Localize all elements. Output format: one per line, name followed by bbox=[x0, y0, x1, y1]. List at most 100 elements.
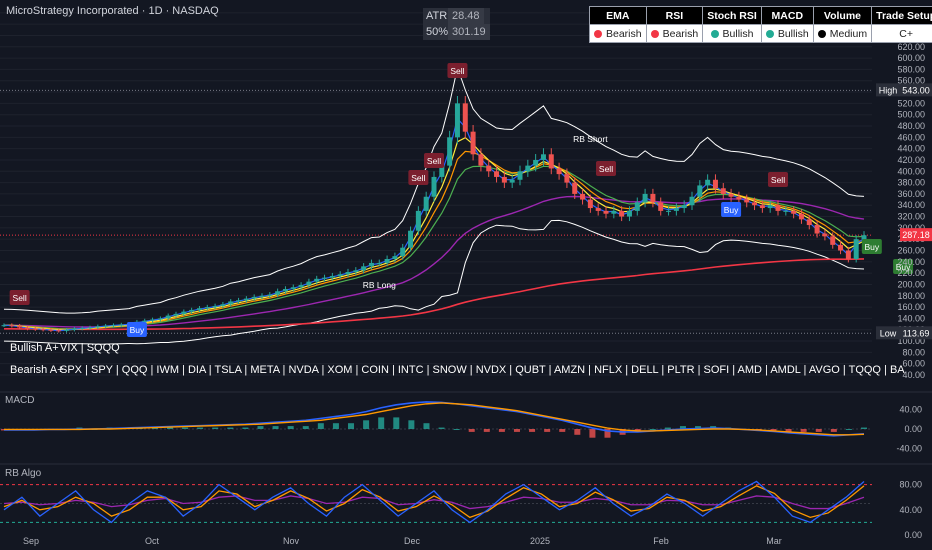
price-tick-label: 100.00 bbox=[897, 336, 925, 346]
candle-body bbox=[400, 247, 406, 257]
macd-histogram-bar bbox=[800, 429, 807, 432]
candle-body bbox=[478, 154, 484, 166]
candle-body bbox=[689, 196, 695, 206]
rb-tick-label: 0.00 bbox=[904, 530, 922, 540]
candle-body bbox=[517, 171, 523, 180]
atr-box: ATR 28.48 50% 301.19 bbox=[423, 8, 490, 40]
low-badge-value: 113.69 bbox=[903, 328, 930, 338]
candle-body bbox=[87, 327, 93, 329]
macd-signal-line bbox=[4, 402, 865, 436]
ema-mid-line bbox=[3, 150, 865, 331]
price-tick-label: 620.00 bbox=[897, 42, 925, 52]
macd-histogram-bar bbox=[649, 429, 656, 430]
candle-body bbox=[345, 272, 351, 275]
macd-panel: 40.00 0.00 -40.00 bbox=[0, 391, 932, 453]
sell-marker-bg bbox=[9, 290, 30, 305]
macd-histogram-bar bbox=[453, 429, 460, 430]
macd-histogram-bar bbox=[212, 427, 219, 429]
candle-body bbox=[189, 309, 195, 312]
macd-histogram-bar bbox=[498, 429, 505, 432]
candle-body bbox=[368, 262, 374, 267]
candle-body bbox=[408, 230, 414, 248]
candle-body bbox=[611, 210, 617, 214]
candle-body bbox=[118, 324, 124, 326]
signal-table: EMA RSI Stoch RSI MACD Volume Trade Setup Bea… bbox=[589, 6, 932, 43]
macd-label: MACD bbox=[5, 395, 35, 406]
candle-body bbox=[447, 137, 453, 166]
candle-body bbox=[181, 311, 187, 314]
macd-histogram-bar bbox=[785, 429, 792, 432]
macd-tick-label: 0.00 bbox=[904, 424, 922, 434]
price-tick-label: 300.00 bbox=[897, 223, 925, 233]
sell-marker: Sell bbox=[596, 161, 616, 176]
low-badge-bg bbox=[900, 326, 932, 340]
candle-body bbox=[173, 313, 179, 316]
sell-marker-bg bbox=[447, 63, 468, 78]
candle-body bbox=[658, 202, 664, 211]
rb-tick-label: 40.00 bbox=[899, 505, 922, 515]
price-tick-label: 360.00 bbox=[897, 189, 925, 199]
candle-body bbox=[103, 325, 109, 327]
macd-histogram-bar bbox=[332, 423, 339, 429]
candle-body bbox=[384, 258, 390, 263]
candle-body bbox=[17, 325, 23, 328]
macd-histogram-bar bbox=[317, 423, 324, 429]
price-tick-label: 40.00 bbox=[902, 370, 925, 380]
chart-title: MicroStrategy Incorporated · 1D · NASDAQ bbox=[6, 5, 219, 17]
sell-marker-text: Sell bbox=[427, 156, 441, 166]
candle-body bbox=[759, 205, 765, 209]
price-tick-label: 340.00 bbox=[897, 200, 925, 210]
upper-band bbox=[3, 65, 865, 314]
candle-body bbox=[775, 205, 781, 211]
macd-histogram-bar bbox=[589, 429, 596, 438]
candle-body bbox=[306, 281, 312, 286]
candle-body bbox=[697, 185, 703, 197]
candle-body bbox=[71, 328, 77, 330]
price-tick-label: 440.00 bbox=[897, 144, 925, 154]
candle-body bbox=[212, 305, 218, 308]
candle-body bbox=[752, 202, 758, 206]
candle-body bbox=[666, 210, 672, 212]
candle-body bbox=[634, 202, 640, 211]
candle-body bbox=[838, 244, 844, 251]
sell-marker-bg bbox=[408, 170, 429, 185]
candle-body bbox=[415, 210, 421, 231]
time-tick-label: Nov bbox=[283, 536, 300, 546]
price-tick-label: 60.00 bbox=[902, 359, 925, 369]
bollinger-bands bbox=[3, 65, 865, 345]
candle-body bbox=[204, 307, 210, 309]
candle-body bbox=[525, 165, 531, 172]
candle-body bbox=[822, 233, 828, 237]
bearish-label: Bearish A+ bbox=[10, 364, 64, 376]
rb-blue-line bbox=[3, 480, 865, 524]
signal-dot-icon bbox=[765, 29, 774, 38]
macd-histogram-bar bbox=[197, 427, 204, 429]
macd-histogram-bar bbox=[302, 426, 309, 429]
time-tick-label: 2025 bbox=[530, 536, 550, 546]
signal-header-3: MACD bbox=[760, 6, 814, 25]
candle-body bbox=[48, 329, 54, 331]
macd-line bbox=[4, 401, 865, 437]
buy-marker-bg bbox=[721, 202, 742, 217]
macd-histogram-bar bbox=[151, 427, 158, 429]
candle-body bbox=[282, 288, 288, 292]
sell-marker-bg bbox=[424, 153, 444, 168]
macd-histogram-bar bbox=[272, 426, 279, 429]
low-badge-label: Low bbox=[880, 328, 897, 338]
candle-body bbox=[830, 236, 836, 245]
macd-histogram-bar bbox=[287, 426, 294, 429]
buy-marker: Buy bbox=[721, 202, 742, 217]
high-badge-label-bg bbox=[876, 83, 900, 97]
high-badge-bg bbox=[900, 83, 932, 97]
mid-value: 301.19 bbox=[448, 24, 490, 40]
last-price-badge-bg bbox=[900, 228, 932, 242]
price-tick-label: 180.00 bbox=[897, 291, 925, 301]
candle-body bbox=[150, 319, 156, 321]
time-axis: Sep Oct Nov Dec 2025 Feb Mar bbox=[23, 536, 782, 546]
candle-body bbox=[587, 199, 593, 209]
price-tick-label: 260.00 bbox=[897, 246, 925, 256]
candle-body bbox=[259, 295, 265, 297]
buy-marker: Buy bbox=[126, 322, 147, 337]
signal-header-2: Stoch RSI bbox=[702, 6, 762, 25]
candle-body bbox=[220, 304, 226, 306]
